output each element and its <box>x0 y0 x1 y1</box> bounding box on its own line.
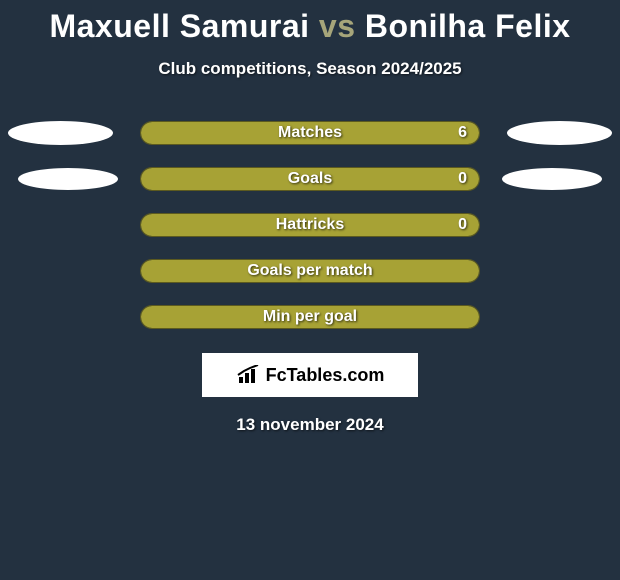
stat-bar: Goals per match <box>140 259 480 283</box>
stat-bar: Min per goal <box>140 305 480 329</box>
stat-label: Min per goal <box>141 306 479 328</box>
stat-label: Matches <box>141 122 479 144</box>
stat-row: Hattricks0 <box>0 213 620 237</box>
logo-text: FcTables.com <box>266 365 385 386</box>
stat-row: Min per goal <box>0 305 620 329</box>
stat-row: Goals0 <box>0 167 620 191</box>
stat-row: Matches6 <box>0 121 620 145</box>
date-text: 13 november 2024 <box>0 415 620 435</box>
stat-bar: Hattricks0 <box>140 213 480 237</box>
player2-name: Bonilha Felix <box>365 8 571 44</box>
stat-label: Hattricks <box>141 214 479 236</box>
logo-box: FcTables.com <box>202 353 418 397</box>
stat-value: 0 <box>458 214 467 236</box>
player2-marker <box>502 168 602 190</box>
stat-value: 6 <box>458 122 467 144</box>
subtitle: Club competitions, Season 2024/2025 <box>0 59 620 79</box>
player1-name: Maxuell Samurai <box>49 8 309 44</box>
stat-value: 0 <box>458 168 467 190</box>
stat-bar: Goals0 <box>140 167 480 191</box>
logo-chart-icon <box>236 365 262 385</box>
player1-marker <box>18 168 118 190</box>
vs-text: vs <box>319 8 356 44</box>
stat-row: Goals per match <box>0 259 620 283</box>
stats-container: Matches6Goals0Hattricks0Goals per matchM… <box>0 121 620 329</box>
page-title: Maxuell Samurai vs Bonilha Felix <box>0 0 620 45</box>
stat-label: Goals <box>141 168 479 190</box>
player2-marker <box>507 121 612 145</box>
stat-label: Goals per match <box>141 260 479 282</box>
stat-bar: Matches6 <box>140 121 480 145</box>
player1-marker <box>8 121 113 145</box>
